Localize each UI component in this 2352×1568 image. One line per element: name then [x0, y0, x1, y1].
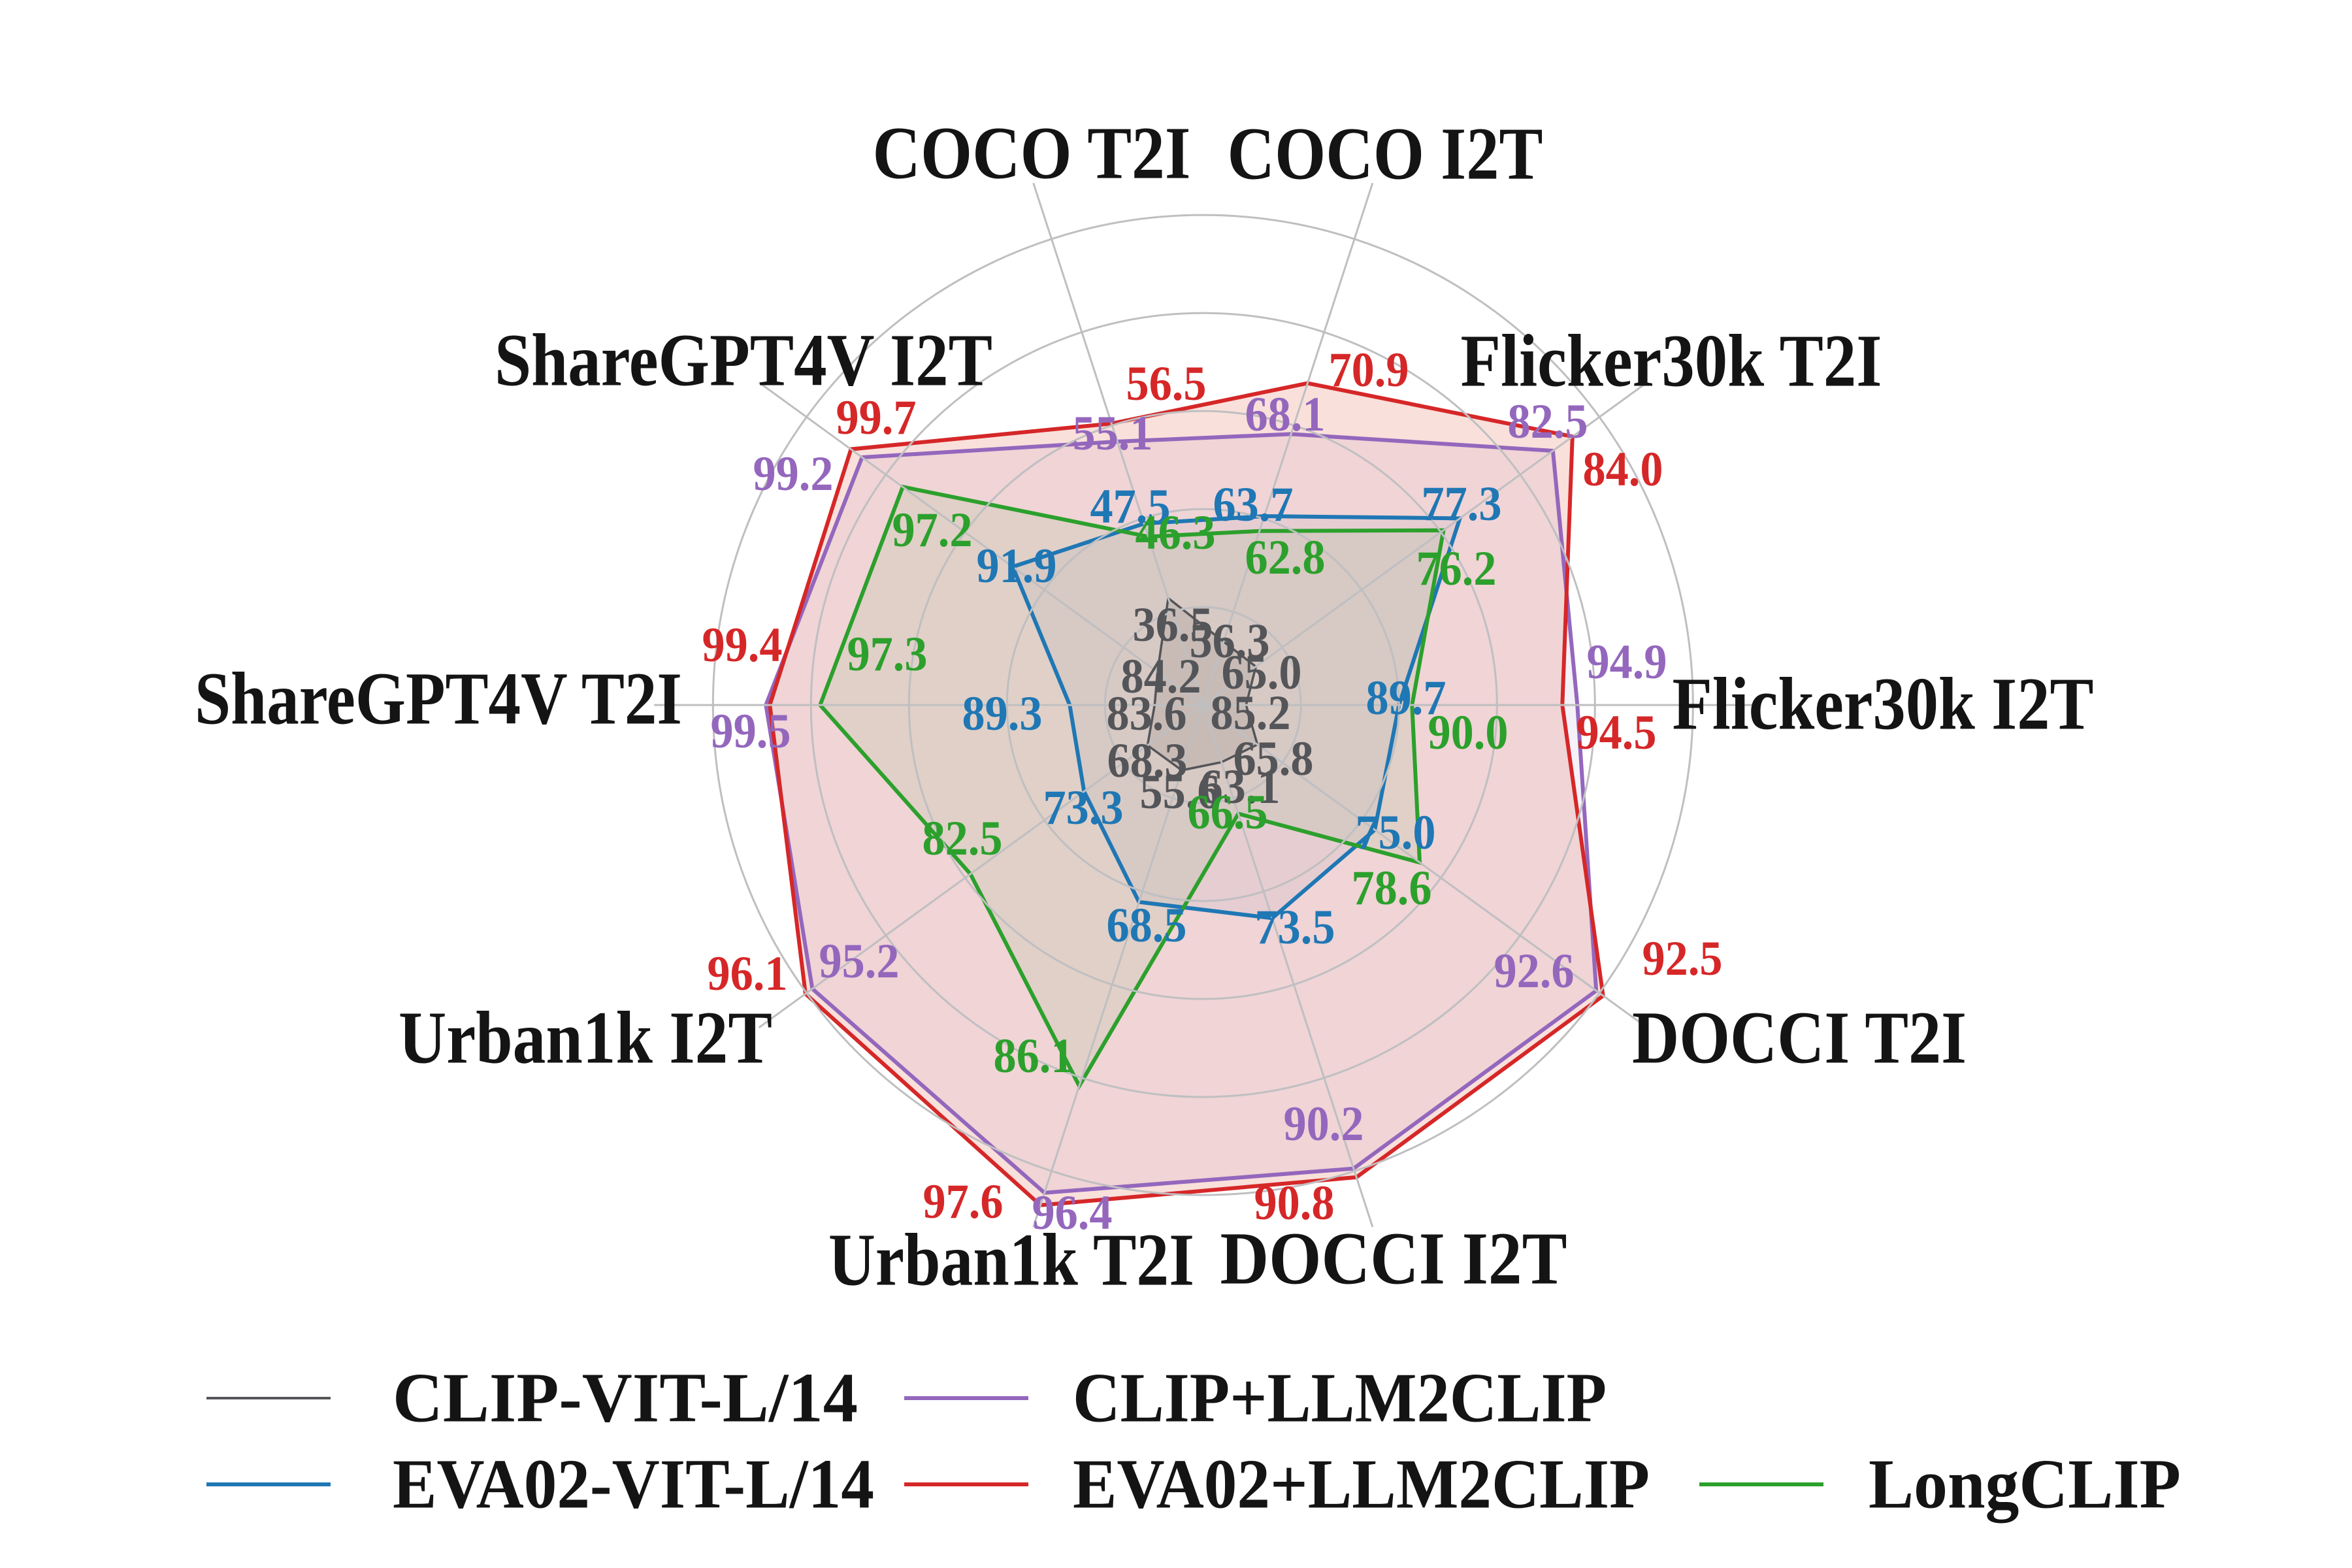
svg-text:99.5: 99.5: [711, 704, 791, 759]
svg-text:ShareGPT4V I2T: ShareGPT4V I2T: [495, 319, 992, 402]
svg-text:65.8: 65.8: [1233, 732, 1314, 786]
svg-text:Urban1k T2I: Urban1k T2I: [828, 1218, 1194, 1301]
svg-text:55.6: 55.6: [1140, 765, 1220, 819]
svg-text:DOCCI T2I: DOCCI T2I: [1632, 996, 1967, 1079]
svg-text:66.5: 66.5: [1188, 785, 1268, 840]
svg-text:Flicker30k T2I: Flicker30k T2I: [1461, 319, 1882, 402]
svg-text:DOCCI I2T: DOCCI I2T: [1220, 1217, 1567, 1300]
svg-text:89.7: 89.7: [1366, 671, 1446, 725]
svg-text:62.8: 62.8: [1245, 531, 1326, 585]
svg-text:92.6: 92.6: [1494, 944, 1575, 998]
svg-text:Flicker30k I2T: Flicker30k I2T: [1673, 662, 2094, 745]
svg-text:90.8: 90.8: [1254, 1176, 1335, 1230]
svg-text:47.5: 47.5: [1090, 480, 1171, 534]
svg-text:99.7: 99.7: [836, 391, 917, 445]
svg-text:86.1: 86.1: [994, 1029, 1074, 1083]
svg-text:92.5: 92.5: [1642, 932, 1723, 986]
svg-text:90.2: 90.2: [1284, 1097, 1364, 1151]
svg-text:56.3: 56.3: [1190, 614, 1270, 668]
svg-text:56.5: 56.5: [1126, 357, 1207, 411]
svg-text:96.4: 96.4: [1032, 1186, 1113, 1240]
svg-text:83.6: 83.6: [1107, 687, 1187, 741]
svg-text:68.1: 68.1: [1245, 387, 1326, 442]
svg-text:94.9: 94.9: [1587, 635, 1667, 689]
svg-text:68.3: 68.3: [1107, 734, 1188, 788]
svg-text:75.0: 75.0: [1356, 806, 1436, 860]
svg-text:99.2: 99.2: [753, 447, 834, 501]
svg-text:82.5: 82.5: [1508, 395, 1588, 449]
svg-text:70.9: 70.9: [1329, 343, 1409, 397]
svg-text:97.6: 97.6: [923, 1175, 1004, 1229]
svg-text:63.7: 63.7: [1213, 478, 1294, 532]
svg-text:ShareGPT4V T2I: ShareGPT4V T2I: [195, 657, 682, 740]
svg-text:96.1: 96.1: [708, 947, 788, 1001]
svg-text:73.5: 73.5: [1255, 900, 1335, 955]
svg-text:99.4: 99.4: [702, 618, 783, 672]
svg-text:COCO T2I: COCO T2I: [873, 112, 1191, 195]
svg-text:LongCLIP: LongCLIP: [1869, 1446, 2181, 1524]
svg-text:78.6: 78.6: [1352, 861, 1432, 915]
svg-text:97.2: 97.2: [892, 503, 973, 557]
svg-text:EVA02-VIT-L/14: EVA02-VIT-L/14: [393, 1446, 874, 1524]
svg-text:EVA02+LLM2CLIP: EVA02+LLM2CLIP: [1073, 1446, 1650, 1524]
svg-text:36.5: 36.5: [1133, 598, 1213, 652]
svg-text:55.1: 55.1: [1073, 406, 1153, 461]
svg-text:77.3: 77.3: [1422, 477, 1502, 531]
svg-text:97.3: 97.3: [847, 627, 928, 681]
svg-text:84.2: 84.2: [1121, 649, 1201, 704]
svg-text:82.5: 82.5: [923, 811, 1003, 866]
svg-text:95.2: 95.2: [819, 934, 900, 988]
svg-text:85.2: 85.2: [1211, 686, 1291, 740]
svg-text:COCO I2T: COCO I2T: [1228, 112, 1543, 195]
svg-text:CLIP+LLM2CLIP: CLIP+LLM2CLIP: [1073, 1360, 1607, 1437]
svg-text:Urban1k I2T: Urban1k I2T: [399, 996, 772, 1079]
svg-text:65.0: 65.0: [1222, 645, 1302, 700]
svg-text:46.3: 46.3: [1135, 506, 1216, 560]
svg-text:CLIP-VIT-L/14: CLIP-VIT-L/14: [393, 1360, 858, 1437]
svg-text:76.2: 76.2: [1416, 542, 1497, 596]
svg-text:94.5: 94.5: [1576, 706, 1657, 760]
svg-text:73.3: 73.3: [1043, 781, 1124, 835]
svg-text:89.3: 89.3: [962, 687, 1043, 741]
svg-text:63.1: 63.1: [1200, 760, 1281, 814]
svg-text:68.5: 68.5: [1107, 898, 1187, 953]
svg-text:90.0: 90.0: [1428, 706, 1509, 760]
svg-text:91.9: 91.9: [977, 539, 1057, 593]
svg-text:84.0: 84.0: [1583, 442, 1663, 497]
